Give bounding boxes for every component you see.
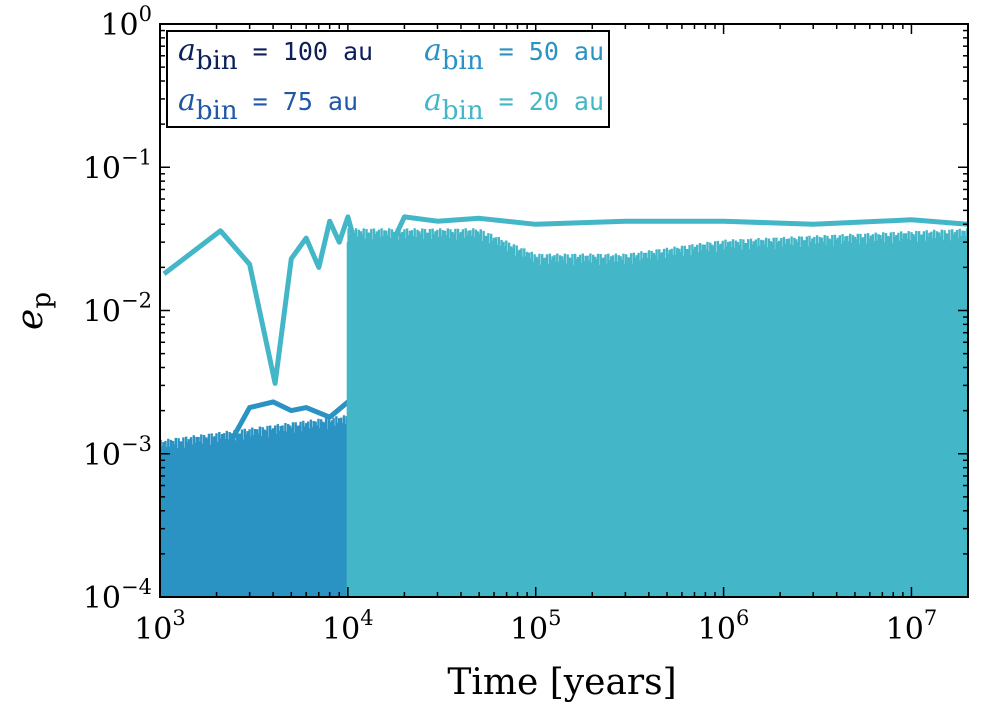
series-4-line bbox=[162, 214, 968, 386]
x-tick-label-4: 106 bbox=[698, 606, 750, 647]
legend-entry-4: abin = 20 au bbox=[424, 83, 604, 126]
y-tick-label-4: 10−1 bbox=[83, 145, 152, 186]
y-axis-label: ep bbox=[10, 292, 57, 330]
series-4 bbox=[162, 214, 968, 597]
x-tick-label-3: 105 bbox=[510, 606, 562, 647]
legend: abin = 100 au abin = 75 au abin = 50 au abi… bbox=[166, 30, 610, 128]
legend-entry-3: abin = 50 au bbox=[424, 33, 604, 76]
y-tick-label-1: 10−4 bbox=[83, 575, 152, 616]
legend-entry-1: abin = 100 au bbox=[178, 33, 373, 76]
x-tick-label-1: 103 bbox=[134, 606, 186, 647]
x-tick-label-5: 107 bbox=[886, 606, 938, 647]
legend-entry-2: abin = 75 au bbox=[178, 83, 358, 126]
x-axis-label: Time [years] bbox=[447, 662, 676, 703]
legend-box bbox=[166, 30, 610, 128]
y-tick-label-3: 10−2 bbox=[83, 289, 152, 330]
y-tick-label-5: 100 bbox=[100, 2, 152, 43]
series-4-band bbox=[346, 228, 968, 597]
svg-text:ep: ep bbox=[10, 292, 57, 330]
y-tick-label-2: 10−3 bbox=[83, 432, 152, 473]
x-tick-label-2: 104 bbox=[322, 606, 374, 647]
y-axis-label-sub: p bbox=[27, 292, 57, 309]
y-axis-label-base: e bbox=[10, 309, 51, 330]
